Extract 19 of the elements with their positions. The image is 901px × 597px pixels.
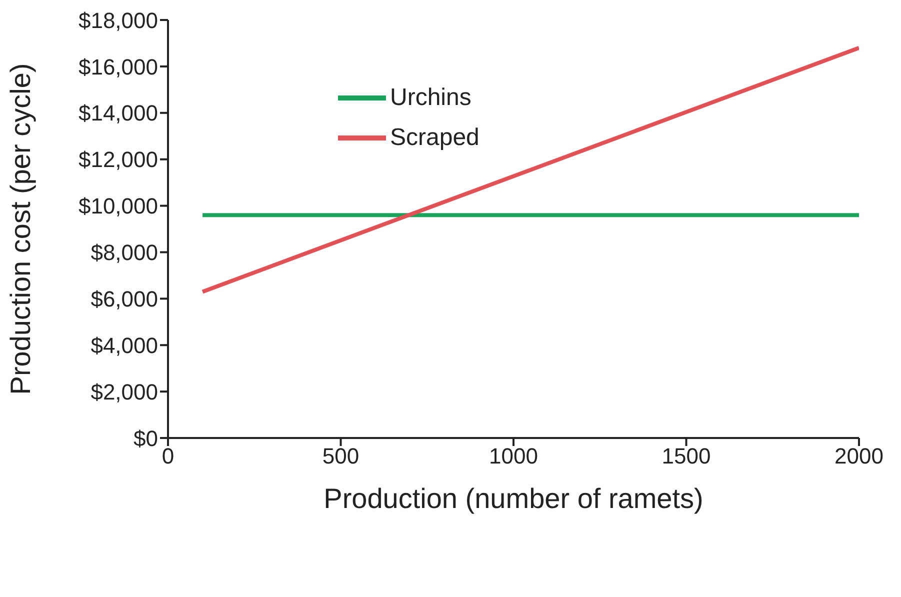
y-tick-label: $8,000: [90, 240, 158, 266]
y-tick-label: $18,000: [78, 8, 158, 33]
y-tick-label: $6,000: [90, 286, 158, 312]
y-tick-label: $16,000: [78, 54, 158, 80]
y-tick-label: $0: [134, 426, 158, 451]
y-tick-label: $12,000: [78, 147, 158, 172]
x-tick-label: 0: [162, 444, 174, 469]
y-tick-label: $2,000: [90, 379, 158, 404]
y-tick-label: $14,000: [78, 100, 158, 126]
x-tick-label: 500: [322, 444, 360, 469]
x-tick-label: 1000: [489, 444, 538, 469]
x-tick-label: 1500: [662, 444, 711, 469]
legend-label: Urchins: [390, 84, 472, 112]
y-tick-label: $4,000: [90, 332, 158, 358]
y-axis-title: Production cost (per cycle): [4, 63, 36, 395]
x-tick-label: 2000: [834, 444, 884, 469]
y-tick-label: $10,000: [78, 194, 158, 219]
x-axis-title: Production (number of ramets): [324, 483, 704, 514]
legend-label: Scraped: [390, 124, 480, 152]
